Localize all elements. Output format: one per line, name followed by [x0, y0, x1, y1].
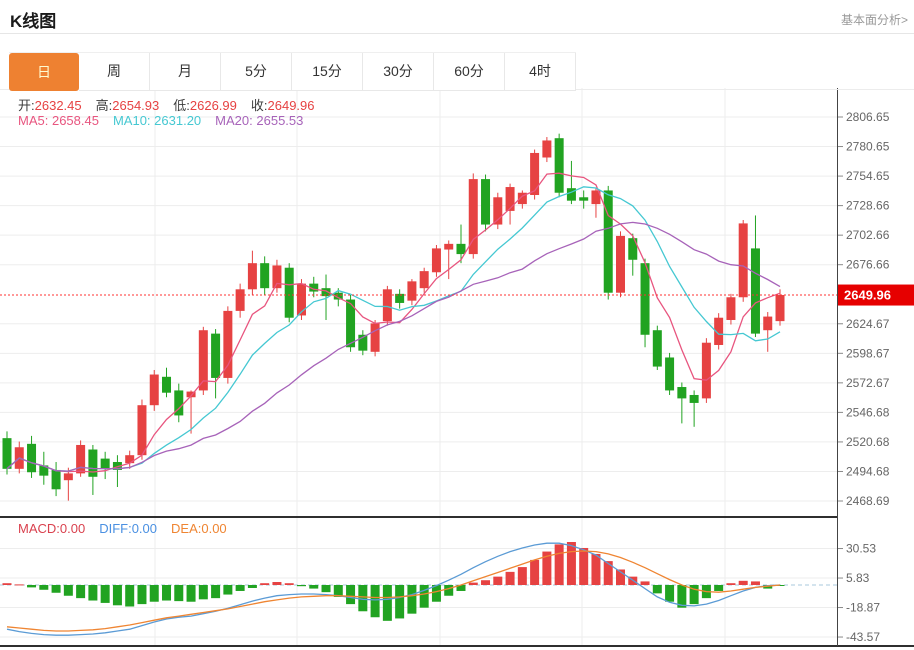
macd-legend: MACD:0.00 DIFF:0.00 DEA:0.00 — [18, 521, 241, 536]
page-title: K线图 — [10, 12, 57, 31]
high-value: 2654.93 — [112, 98, 160, 113]
dea-value: 0.00 — [201, 521, 227, 536]
diff-label: DIFF: — [99, 521, 132, 536]
low-label: 低: — [173, 98, 190, 113]
svg-text:2728.66: 2728.66 — [846, 199, 890, 213]
tab-15min[interactable]: 15分 — [292, 53, 363, 91]
macd-value: 0.00 — [59, 521, 86, 536]
tab-month[interactable]: 月 — [150, 53, 221, 91]
low-value: 2626.99 — [189, 98, 237, 113]
fundamental-analysis-link[interactable]: 基本面分析> — [840, 13, 908, 27]
interval-tabs: 日 周 月 5分 15分 30分 60分 4时 — [9, 52, 576, 91]
svg-text:2702.66: 2702.66 — [846, 228, 890, 242]
svg-text:2806.65: 2806.65 — [846, 110, 890, 124]
svg-text:2676.66: 2676.66 — [846, 258, 890, 272]
grid-layer — [0, 88, 837, 645]
high-label: 高: — [95, 98, 113, 113]
ma-lines-layer — [6, 172, 781, 473]
ma20-value: 2655.53 — [256, 113, 304, 128]
open-label: 开: — [18, 98, 35, 113]
open-value: 2632.45 — [34, 98, 82, 113]
svg-text:2494.68: 2494.68 — [846, 464, 890, 478]
ma5-label: MA5: — [18, 113, 49, 128]
ohlc-legend: 开:2632.45 高:2654.93 低:2626.99 收:2649.96 — [18, 95, 329, 114]
tab-4hour[interactable]: 4时 — [505, 53, 576, 91]
diff-value: 0.00 — [131, 521, 158, 536]
tab-day[interactable]: 日 — [9, 53, 79, 91]
svg-text:2754.65: 2754.65 — [846, 169, 890, 183]
ma10-value: 2631.20 — [154, 113, 202, 128]
current-price-badge: 2649.96 — [838, 284, 914, 306]
svg-text:2649.96: 2649.96 — [844, 288, 891, 303]
svg-text:2520.68: 2520.68 — [846, 435, 890, 449]
tab-60min[interactable]: 60分 — [434, 53, 505, 91]
svg-text:2598.67: 2598.67 — [846, 346, 890, 360]
tab-30min[interactable]: 30分 — [363, 53, 434, 91]
svg-text:-43.57: -43.57 — [846, 630, 880, 644]
svg-text:5.83: 5.83 — [846, 571, 870, 585]
tab-week[interactable]: 周 — [79, 53, 150, 91]
svg-text:2468.69: 2468.69 — [846, 494, 890, 508]
close-label: 收: — [250, 98, 268, 113]
chart-frame — [0, 88, 914, 647]
svg-text:-18.87: -18.87 — [846, 601, 880, 615]
macd-axis-labels: 30.53 5.83 -18.87 -43.57 — [838, 542, 880, 644]
svg-text:2546.68: 2546.68 — [846, 405, 890, 419]
macd-label: MACD: — [18, 521, 60, 536]
dea-label: DEA: — [171, 521, 202, 536]
ma5-value: 2658.45 — [51, 113, 99, 128]
macd-hist-layer — [2, 542, 785, 621]
macd-lines-layer — [6, 542, 781, 636]
tab-5min[interactable]: 5分 — [221, 53, 292, 91]
header-divider — [0, 33, 914, 34]
candles-layer — [2, 133, 785, 501]
ma-legend: MA5: 2658.45 MA10: 2631.20 MA20: 2655.53 — [18, 113, 317, 128]
price-axis-labels: 2806.65 2780.65 2754.65 2728.66 2702.66 2676.… — [838, 110, 890, 508]
ma20-label: MA20: — [215, 113, 253, 128]
svg-text:2780.65: 2780.65 — [846, 140, 890, 154]
svg-text:2624.67: 2624.67 — [846, 317, 890, 331]
svg-text:30.53: 30.53 — [846, 542, 876, 556]
ma10-label: MA10: — [112, 113, 151, 128]
svg-text:2572.67: 2572.67 — [846, 376, 890, 390]
close-value: 2649.96 — [267, 98, 315, 113]
